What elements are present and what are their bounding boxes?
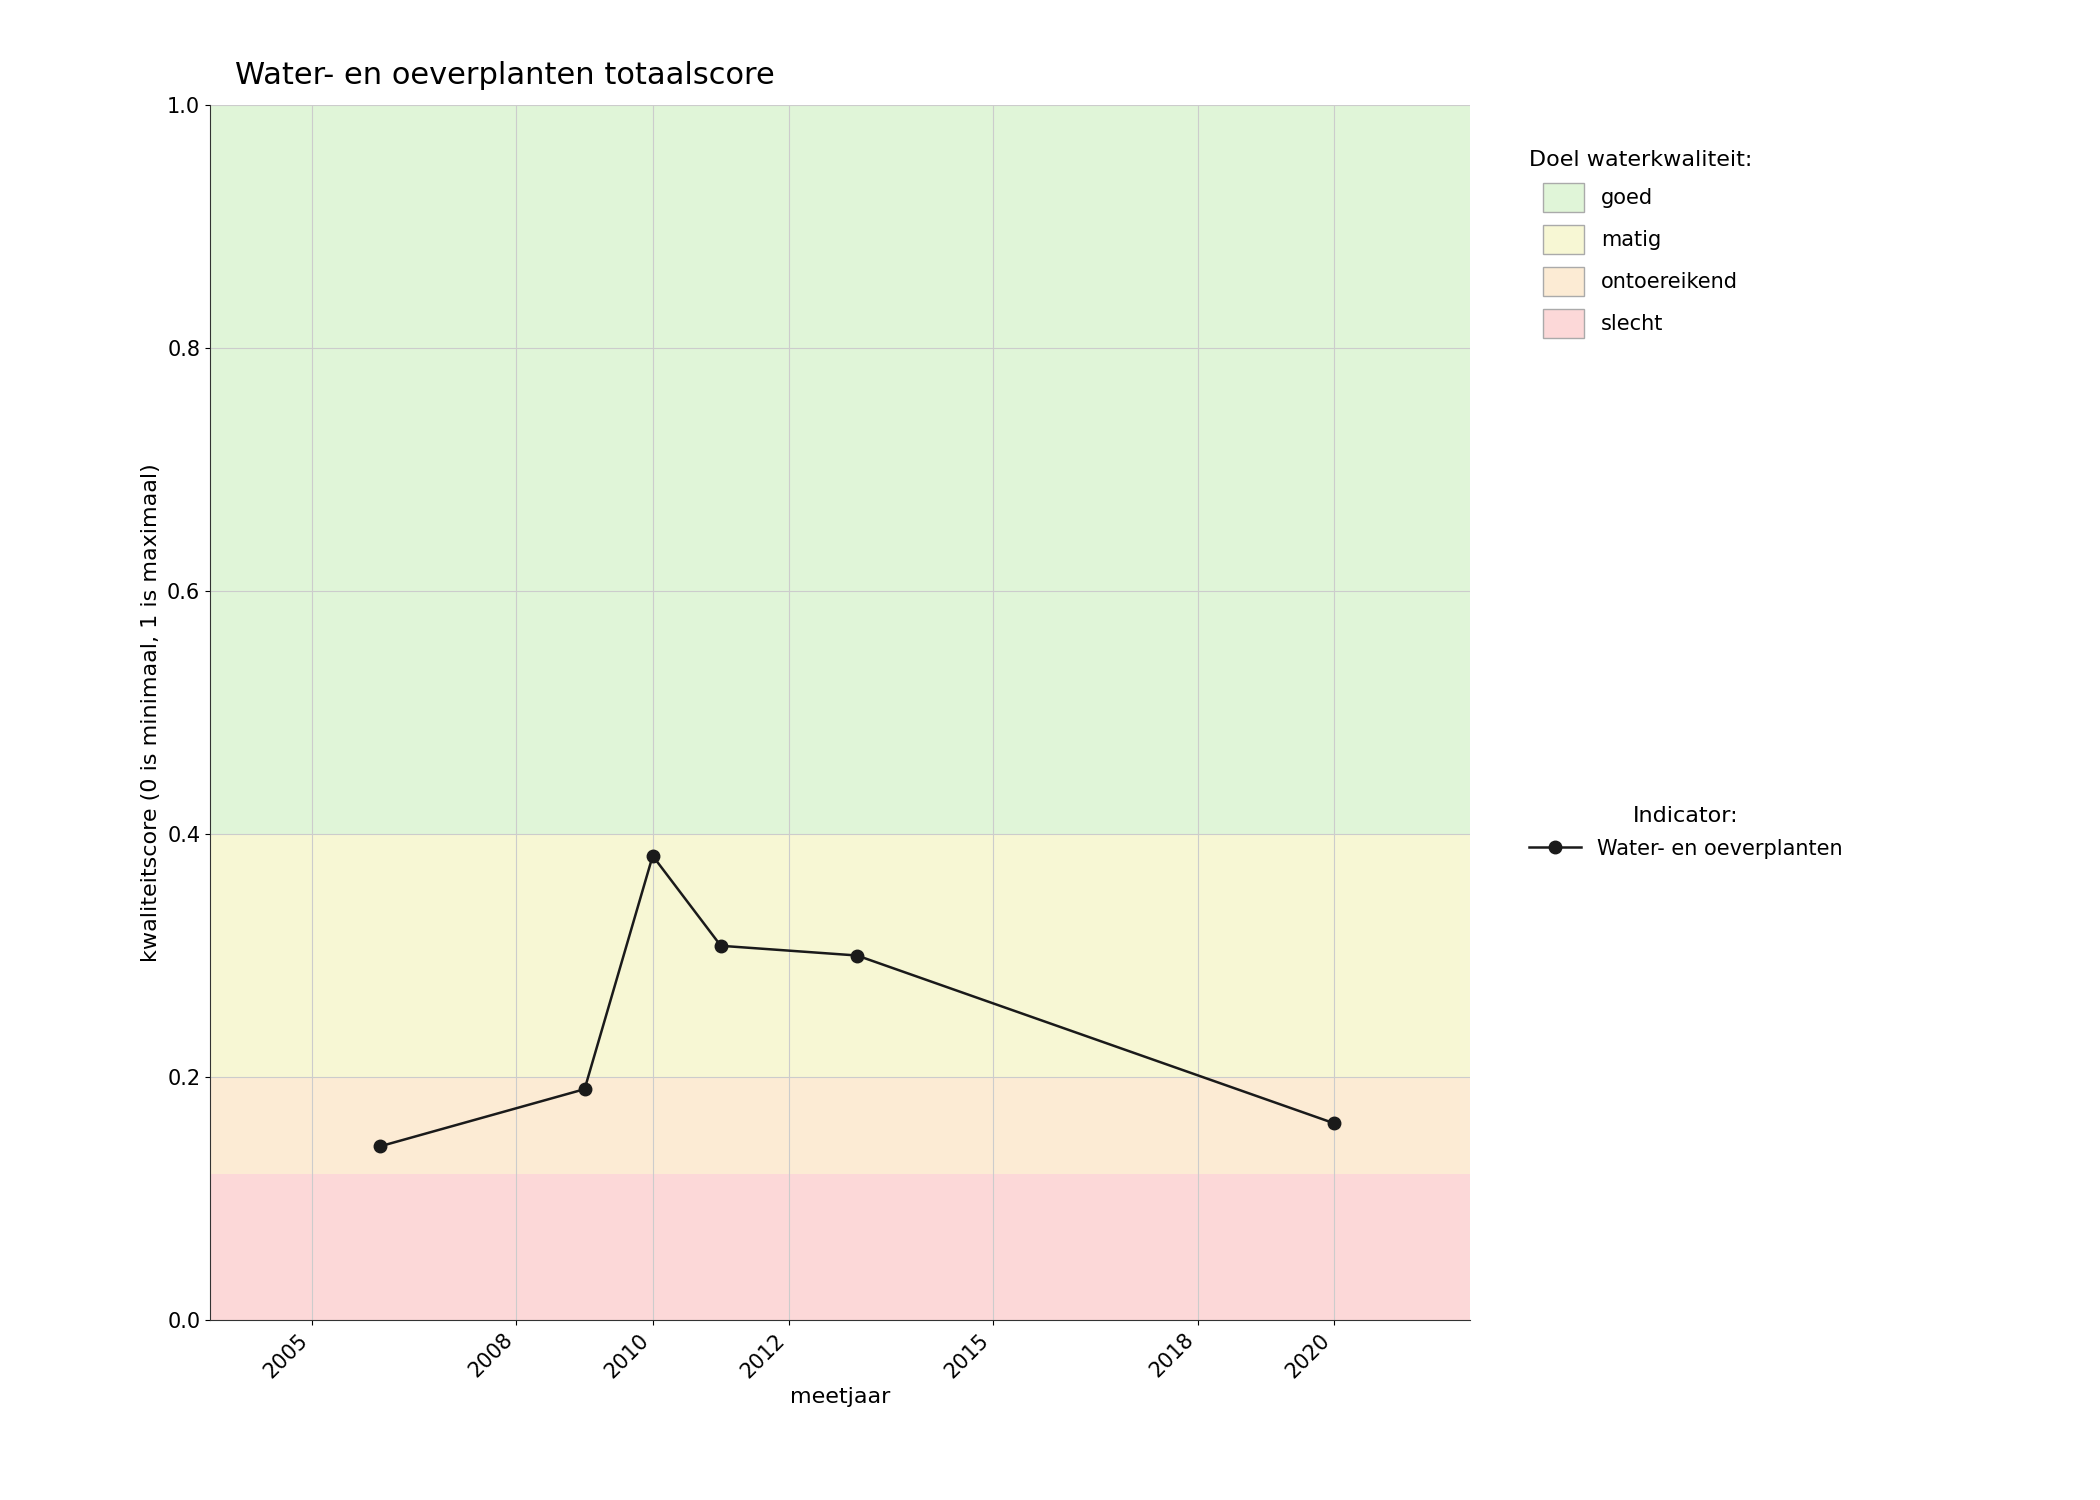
Legend: Water- en oeverplanten: Water- en oeverplanten: [1518, 796, 1854, 868]
Text: Water- en oeverplanten totaalscore: Water- en oeverplanten totaalscore: [235, 62, 775, 90]
X-axis label: meetjaar: meetjaar: [790, 1388, 890, 1407]
Bar: [210, 1174, 1470, 1320]
Bar: [210, 1077, 1470, 1174]
Y-axis label: kwaliteitscore (0 is minimaal, 1 is maximaal): kwaliteitscore (0 is minimaal, 1 is maxi…: [141, 464, 162, 962]
Bar: [210, 834, 1470, 1077]
Bar: [210, 105, 1470, 834]
